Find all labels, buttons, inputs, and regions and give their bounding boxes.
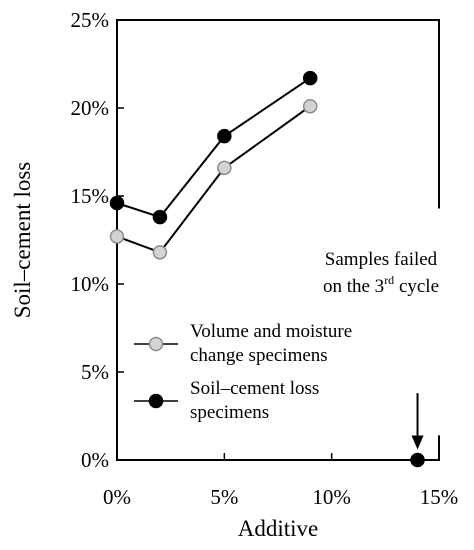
series-0-point [152, 245, 168, 260]
series-1-point [302, 70, 318, 86]
annotation: Samples failed on the 3rd cycle [323, 249, 439, 450]
series-line-1 [116, 77, 311, 219]
legend-label-0: Volume and moisture [190, 321, 352, 342]
series-0-point [302, 98, 318, 114]
x-tick-label: 15% [420, 485, 459, 509]
annotation-line-2-start: on the 3 [323, 276, 384, 297]
series-line-0 [116, 105, 311, 254]
legend-marker-1 [148, 393, 164, 409]
y-tick-label: 15% [71, 184, 110, 208]
y-tick-label: 0% [81, 448, 109, 472]
annotation-line-2: on the 3rd cycle [323, 273, 439, 297]
legend-marker-0 [148, 336, 164, 352]
series-1-point [109, 195, 125, 211]
y-tick-label: 25% [71, 8, 110, 32]
annotation-line-1: Samples failed [325, 249, 438, 270]
series-1-point [152, 209, 168, 225]
series-0-point [109, 229, 125, 244]
series-0-point [217, 160, 232, 176]
x-tick-label: 0% [103, 485, 131, 509]
y-tick-label: 20% [71, 96, 110, 120]
y-tick-label: 5% [81, 360, 109, 384]
annotation-line-2-end: cycle [394, 276, 439, 297]
annotation-arrow-head [411, 435, 424, 450]
legend: Volume and moisture change specimens Soil–… [134, 321, 352, 423]
legend-label-1: Soil–cement loss [190, 378, 319, 399]
series-layer [109, 70, 425, 468]
series-1-point [217, 128, 232, 144]
y-axis: 0% 5% 10% 15% 20% 25% [71, 8, 124, 472]
legend-label-1: specimens [190, 402, 269, 423]
legend-label-0: change specimens [190, 345, 328, 366]
annotation-superscript: rd [384, 273, 394, 287]
x-axis-title: Additive [238, 516, 319, 541]
x-tick-label: 5% [210, 485, 238, 509]
y-tick-label: 10% [71, 272, 110, 296]
x-axis: 0% 5% 10% 15% [103, 453, 458, 509]
x-tick-label: 10% [312, 485, 351, 509]
failed-sample-point [410, 452, 425, 468]
y-axis-title: Soil–cement loss [10, 162, 35, 319]
